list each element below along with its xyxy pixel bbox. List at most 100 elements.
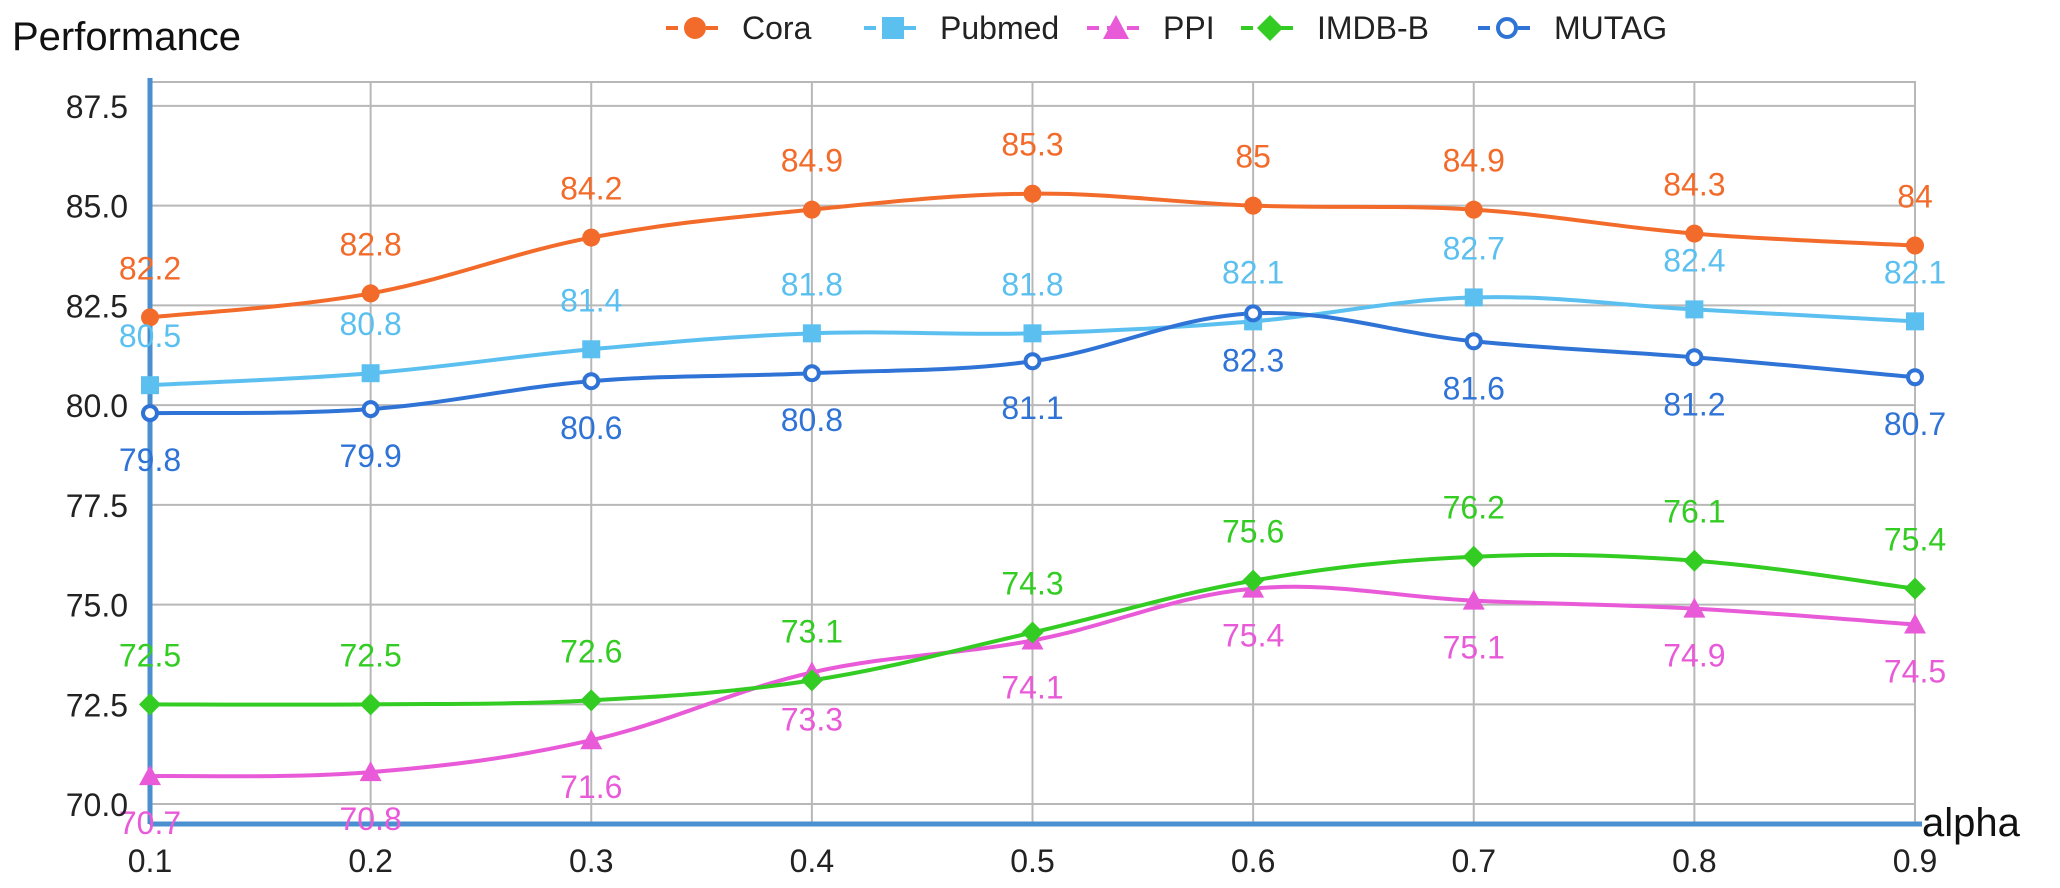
legend-item-mutag: MUTAG — [1478, 10, 1667, 46]
cora-point — [802, 200, 821, 219]
legend-item-imdb-b: IMDB-B — [1241, 10, 1429, 46]
legend-label-cora: Cora — [742, 10, 812, 46]
imdb-b-data-label: 73.1 — [781, 613, 843, 649]
cora-data-label: 84.9 — [1443, 143, 1505, 179]
cora-data-label: 84 — [1897, 179, 1933, 215]
x-tick-label: 0.4 — [790, 843, 834, 879]
mutag-point — [802, 364, 821, 383]
imdb-b-point — [800, 669, 823, 692]
cora-data-label: 82.2 — [119, 250, 181, 286]
mutag-point — [1464, 332, 1483, 351]
mutag-data-label: 80.6 — [560, 410, 622, 446]
ppi-data-label: 70.8 — [339, 801, 401, 837]
cora-point — [1244, 196, 1263, 215]
pubmed-point — [361, 364, 380, 383]
imdb-b-data-label: 76.2 — [1443, 490, 1505, 526]
tick-labels: 70.0 72.5 75.0 77.5 80.0 82.5 85.0 87.5 0.1 0.2 0.… — [66, 89, 1938, 879]
pubmed-point — [1464, 288, 1483, 307]
imdb-b-data-label: 72.5 — [119, 637, 181, 673]
legend-item-ppi: PPI — [1087, 10, 1215, 46]
imdb-b-data-label: 75.4 — [1884, 522, 1946, 558]
cora-data-label: 84.9 — [781, 143, 843, 179]
mutag-point — [1244, 304, 1263, 323]
cora-point — [582, 228, 601, 247]
x-tick-label: 0.3 — [569, 843, 613, 879]
imdb-b-data-label: 72.5 — [339, 637, 401, 673]
x-tick-label: 0.5 — [1010, 843, 1054, 879]
legend-swatch-marker-imdb-b — [1257, 15, 1283, 41]
y-tick-label: 87.5 — [66, 89, 128, 125]
x-tick-label: 0.2 — [348, 843, 392, 879]
legend: Cora Pubmed PPI IMDB-B MUTAG — [666, 10, 1667, 46]
ppi-point — [359, 761, 382, 782]
y-tick-label: 75.0 — [66, 588, 128, 624]
mutag-data-label: 82.3 — [1222, 342, 1284, 378]
y-tick-label: 72.5 — [66, 687, 128, 723]
y-tick-label: 85.0 — [66, 189, 128, 225]
series-markers — [139, 184, 1926, 786]
cora-data-label: 85.3 — [1001, 127, 1063, 163]
y-tick-label: 82.5 — [66, 288, 128, 324]
ppi-data-label: 71.6 — [560, 769, 622, 805]
mutag-point — [1023, 352, 1042, 371]
cora-point — [361, 284, 380, 303]
cora-data-label: 84.2 — [560, 171, 622, 207]
legend-label-mutag: MUTAG — [1554, 10, 1667, 46]
mutag-point — [361, 400, 380, 419]
x-tick-label: 0.6 — [1231, 843, 1275, 879]
cora-point — [1906, 236, 1924, 255]
legend-label-ppi: PPI — [1163, 10, 1215, 46]
x-tick-label: 0.1 — [128, 843, 172, 879]
ppi-data-label: 73.3 — [781, 701, 843, 737]
pubmed-data-label: 80.5 — [119, 318, 181, 354]
imdb-b-point — [1462, 545, 1485, 568]
imdb-b-point — [359, 693, 382, 716]
imdb-b-point — [139, 693, 161, 716]
mutag-data-label: 79.9 — [339, 438, 401, 474]
imdb-b-point — [1021, 621, 1044, 644]
mutag-data-label: 80.7 — [1884, 406, 1946, 442]
pubmed-point — [1685, 300, 1704, 319]
x-tick-label: 0.8 — [1672, 843, 1716, 879]
ppi-data-label: 74.5 — [1884, 654, 1946, 690]
legend-swatch-marker-pubmed — [882, 17, 904, 39]
mutag-point — [1906, 368, 1924, 387]
pubmed-data-label: 80.8 — [339, 306, 401, 342]
ppi-point — [139, 765, 161, 786]
pubmed-point — [802, 324, 821, 343]
pubmed-point — [1906, 312, 1924, 331]
legend-label-pubmed: Pubmed — [940, 10, 1059, 46]
ppi-data-label: 75.1 — [1443, 630, 1505, 666]
pubmed-point — [582, 340, 601, 359]
imdb-b-point — [1904, 577, 1926, 600]
cora-point — [141, 308, 159, 327]
imdb-b-point — [580, 689, 603, 712]
pubmed-data-label: 82.1 — [1884, 254, 1946, 290]
imdb-b-data-label: 74.3 — [1001, 566, 1063, 602]
cora-point — [1685, 224, 1704, 243]
cora-data-label: 82.8 — [339, 226, 401, 262]
legend-item-cora: Cora — [666, 10, 812, 46]
imdb-b-data-label: 75.6 — [1222, 514, 1284, 550]
x-axis-title: alpha — [1922, 801, 2021, 845]
mutag-data-label: 80.8 — [781, 402, 843, 438]
mutag-point — [141, 404, 159, 423]
ppi-point — [1462, 589, 1485, 610]
imdb-b-data-label: 72.6 — [560, 633, 622, 669]
pubmed-data-label: 81.8 — [1001, 266, 1063, 302]
ppi-data-label: 74.9 — [1663, 638, 1725, 674]
legend-swatch-marker-mutag — [1496, 17, 1518, 39]
legend-swatch-marker-cora — [684, 17, 706, 39]
mutag-data-label: 81.2 — [1663, 386, 1725, 422]
ppi-data-label: 70.7 — [119, 805, 181, 841]
imdb-b-point — [1683, 549, 1706, 572]
ppi-data-label: 74.1 — [1001, 669, 1063, 705]
cora-data-label: 85 — [1235, 139, 1271, 175]
ppi-point — [580, 729, 603, 750]
ppi-point — [1904, 613, 1926, 634]
cora-point — [1023, 184, 1042, 203]
imdb-b-data-label: 76.1 — [1663, 494, 1725, 530]
pubmed-data-label: 82.7 — [1443, 230, 1505, 266]
mutag-data-label: 79.8 — [119, 442, 181, 478]
